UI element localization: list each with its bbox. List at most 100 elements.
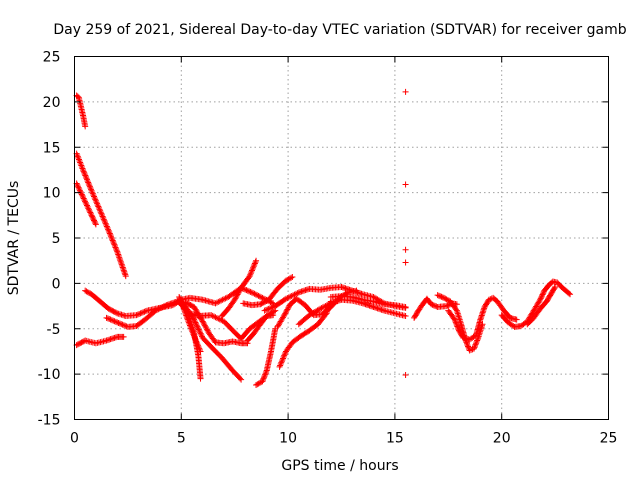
data-point bbox=[282, 349, 289, 356]
data-point bbox=[244, 287, 251, 294]
data-point bbox=[285, 276, 292, 283]
data-point bbox=[194, 323, 201, 330]
data-point bbox=[118, 260, 125, 267]
data-point bbox=[114, 319, 121, 326]
data-point bbox=[82, 199, 89, 206]
data-point bbox=[102, 220, 109, 227]
series-track-e bbox=[73, 333, 127, 349]
series-track-p bbox=[274, 287, 360, 330]
data-point bbox=[120, 267, 127, 274]
data-point bbox=[208, 312, 215, 319]
data-point bbox=[472, 341, 479, 348]
data-point bbox=[538, 294, 545, 301]
data-point bbox=[112, 318, 119, 325]
data-point bbox=[188, 325, 195, 332]
data-point bbox=[120, 333, 127, 340]
data-point bbox=[108, 317, 115, 324]
data-point bbox=[189, 328, 196, 335]
data-point bbox=[75, 184, 82, 191]
data-point bbox=[248, 267, 255, 274]
data-point bbox=[76, 158, 83, 165]
data-point bbox=[430, 302, 437, 309]
data-point bbox=[235, 290, 242, 297]
data-point bbox=[253, 382, 260, 389]
data-point bbox=[91, 218, 98, 225]
data-point bbox=[106, 229, 113, 236]
data-point bbox=[80, 195, 87, 202]
data-point bbox=[212, 314, 219, 321]
data-point bbox=[402, 181, 409, 188]
data-point bbox=[567, 291, 574, 298]
data-point bbox=[453, 322, 460, 329]
data-point bbox=[86, 208, 93, 215]
data-point bbox=[80, 168, 87, 175]
data-point bbox=[321, 303, 328, 310]
data-point bbox=[279, 356, 286, 363]
data-point bbox=[211, 313, 218, 320]
axis-ticks bbox=[74, 56, 609, 420]
data-point bbox=[89, 213, 96, 220]
data-point bbox=[76, 185, 83, 192]
series-track-c bbox=[73, 180, 99, 228]
series-track-m bbox=[244, 312, 277, 344]
data-point bbox=[115, 251, 122, 258]
data-point bbox=[245, 274, 252, 281]
data-point bbox=[291, 291, 298, 298]
data-point bbox=[256, 379, 263, 386]
data-point bbox=[284, 276, 291, 283]
data-point bbox=[83, 288, 90, 295]
data-point bbox=[247, 288, 254, 295]
data-point bbox=[282, 277, 289, 284]
data-point bbox=[248, 289, 255, 296]
data-point bbox=[196, 345, 203, 352]
y-tick-label: 25 bbox=[43, 50, 61, 66]
data-point bbox=[82, 172, 89, 179]
data-point bbox=[315, 306, 322, 313]
data-point bbox=[473, 338, 480, 345]
data-point bbox=[201, 321, 208, 328]
data-point bbox=[84, 203, 91, 210]
data-point bbox=[282, 310, 289, 317]
data-point bbox=[137, 310, 144, 317]
data-point bbox=[238, 376, 245, 383]
data-point bbox=[260, 375, 267, 382]
data-point bbox=[201, 322, 208, 329]
data-point bbox=[325, 301, 332, 308]
data-point bbox=[81, 171, 88, 178]
data-point bbox=[248, 268, 255, 275]
data-point bbox=[176, 293, 183, 300]
data-point bbox=[236, 287, 243, 294]
data-point bbox=[215, 298, 222, 305]
data-point bbox=[218, 317, 225, 324]
data-point bbox=[262, 370, 269, 377]
data-point bbox=[198, 317, 205, 324]
data-point bbox=[117, 258, 124, 265]
data-point bbox=[277, 361, 284, 368]
data-point bbox=[83, 202, 90, 209]
data-point bbox=[246, 288, 253, 295]
data-point bbox=[213, 299, 220, 306]
data-point bbox=[154, 306, 161, 313]
data-point bbox=[213, 314, 220, 321]
data-point bbox=[199, 318, 206, 325]
data-point bbox=[107, 231, 114, 238]
data-point bbox=[84, 178, 91, 185]
data-point bbox=[190, 332, 197, 339]
data-point bbox=[444, 302, 451, 309]
data-point bbox=[270, 303, 277, 310]
data-point bbox=[119, 263, 126, 270]
data-point bbox=[97, 207, 104, 214]
data-point bbox=[218, 297, 225, 304]
data-point bbox=[285, 303, 292, 310]
data-point bbox=[141, 308, 148, 315]
data-point bbox=[196, 347, 203, 354]
data-point bbox=[402, 372, 409, 379]
data-point bbox=[162, 302, 169, 309]
data-point bbox=[95, 204, 102, 211]
data-point bbox=[104, 224, 111, 231]
data-point bbox=[454, 323, 461, 330]
data-point bbox=[75, 156, 82, 163]
data-point bbox=[77, 159, 84, 166]
data-point bbox=[140, 309, 147, 316]
data-point bbox=[288, 274, 295, 281]
